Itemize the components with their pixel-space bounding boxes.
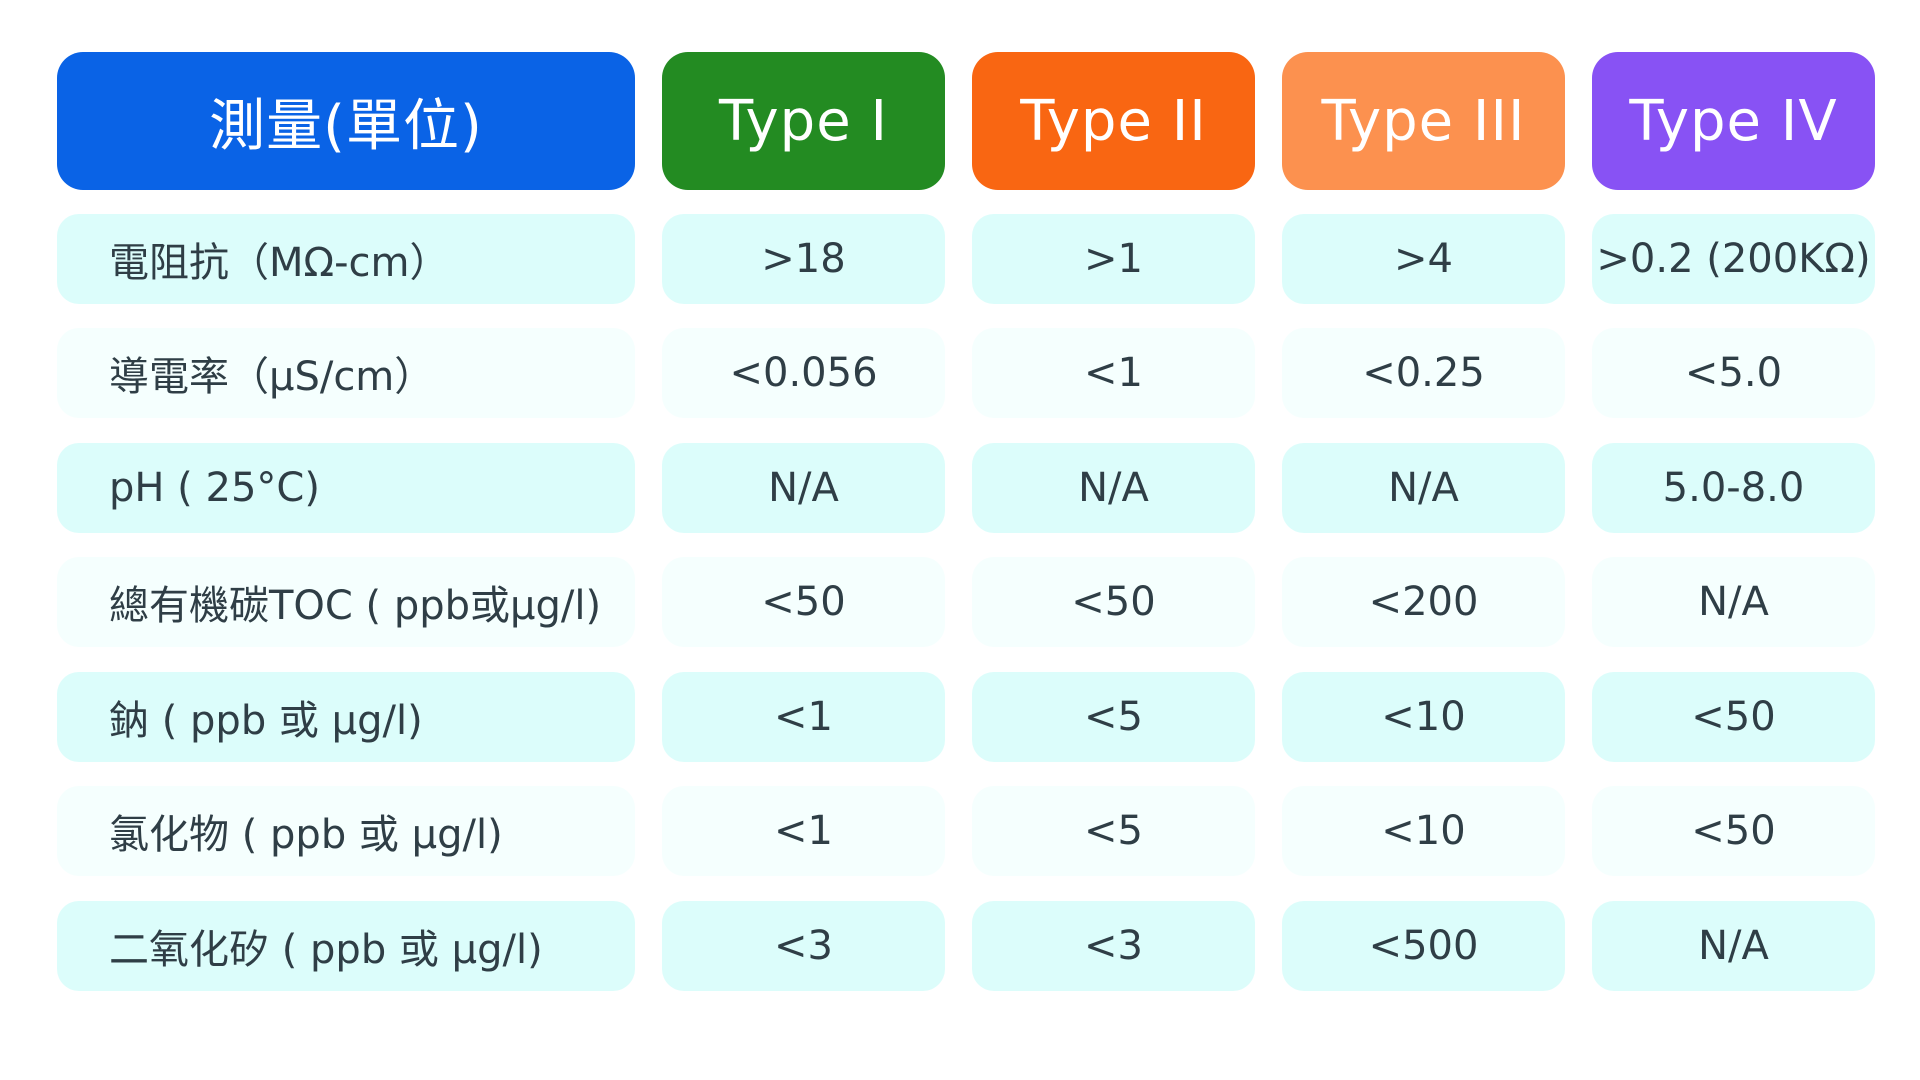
cell-type-3: N/A xyxy=(1282,443,1565,533)
cell-type-4: 5.0-8.0 xyxy=(1592,443,1875,533)
table-row-toc: 總有機碳TOC ( ppb或μg/l) <50 <50 <200 N/A xyxy=(0,557,1920,647)
cell-type-3: <500 xyxy=(1282,901,1565,991)
row-label: 鈉 ( ppb 或 μg/l) xyxy=(57,672,635,762)
cell-type-1: <50 xyxy=(662,557,945,647)
cell-type-3: <10 xyxy=(1282,786,1565,876)
table-row-conductivity: 導電率（μS/cm） <0.056 <1 <0.25 <5.0 xyxy=(0,328,1920,418)
cell-type-3: <10 xyxy=(1282,672,1565,762)
row-label: pH ( 25°C) xyxy=(57,443,635,533)
row-label: 氯化物 ( ppb 或 μg/l) xyxy=(57,786,635,876)
cell-type-4: <5.0 xyxy=(1592,328,1875,418)
cell-type-1: N/A xyxy=(662,443,945,533)
row-label: 導電率（μS/cm） xyxy=(57,328,635,418)
cell-type-2: >1 xyxy=(972,214,1255,304)
row-label: 二氧化矽 ( ppb 或 μg/l) xyxy=(57,901,635,991)
header-type-2: Type II xyxy=(972,52,1255,190)
row-label: 電阻抗（MΩ-cm） xyxy=(57,214,635,304)
cell-type-2: <1 xyxy=(972,328,1255,418)
cell-type-2: <5 xyxy=(972,786,1255,876)
cell-type-1: >18 xyxy=(662,214,945,304)
cell-type-4: <50 xyxy=(1592,672,1875,762)
cell-type-1: <0.056 xyxy=(662,328,945,418)
cell-type-4: <50 xyxy=(1592,786,1875,876)
cell-type-1: <1 xyxy=(662,672,945,762)
cell-type-4: >0.2 (200KΩ) xyxy=(1592,214,1875,304)
cell-type-4: N/A xyxy=(1592,557,1875,647)
cell-type-1: <3 xyxy=(662,901,945,991)
cell-type-3: >4 xyxy=(1282,214,1565,304)
table-row-silica: 二氧化矽 ( ppb 或 μg/l) <3 <3 <500 N/A xyxy=(0,901,1920,991)
table-row-resistivity: 電阻抗（MΩ-cm） >18 >1 >4 >0.2 (200KΩ) xyxy=(0,214,1920,304)
table-row-sodium: 鈉 ( ppb 或 μg/l) <1 <5 <10 <50 xyxy=(0,672,1920,762)
header-type-3: Type III xyxy=(1282,52,1565,190)
cell-type-1: <1 xyxy=(662,786,945,876)
table-row-ph: pH ( 25°C) N/A N/A N/A 5.0-8.0 xyxy=(0,443,1920,533)
cell-type-3: <200 xyxy=(1282,557,1565,647)
cell-type-2: <5 xyxy=(972,672,1255,762)
cell-type-3: <0.25 xyxy=(1282,328,1565,418)
table-row-chloride: 氯化物 ( ppb 或 μg/l) <1 <5 <10 <50 xyxy=(0,786,1920,876)
cell-type-4: N/A xyxy=(1592,901,1875,991)
header-measure-unit: 測量(單位) xyxy=(57,52,635,190)
header-type-4: Type IV xyxy=(1592,52,1875,190)
cell-type-2: <50 xyxy=(972,557,1255,647)
cell-type-2: N/A xyxy=(972,443,1255,533)
cell-type-2: <3 xyxy=(972,901,1255,991)
row-label: 總有機碳TOC ( ppb或μg/l) xyxy=(57,557,635,647)
header-type-1: Type I xyxy=(662,52,945,190)
